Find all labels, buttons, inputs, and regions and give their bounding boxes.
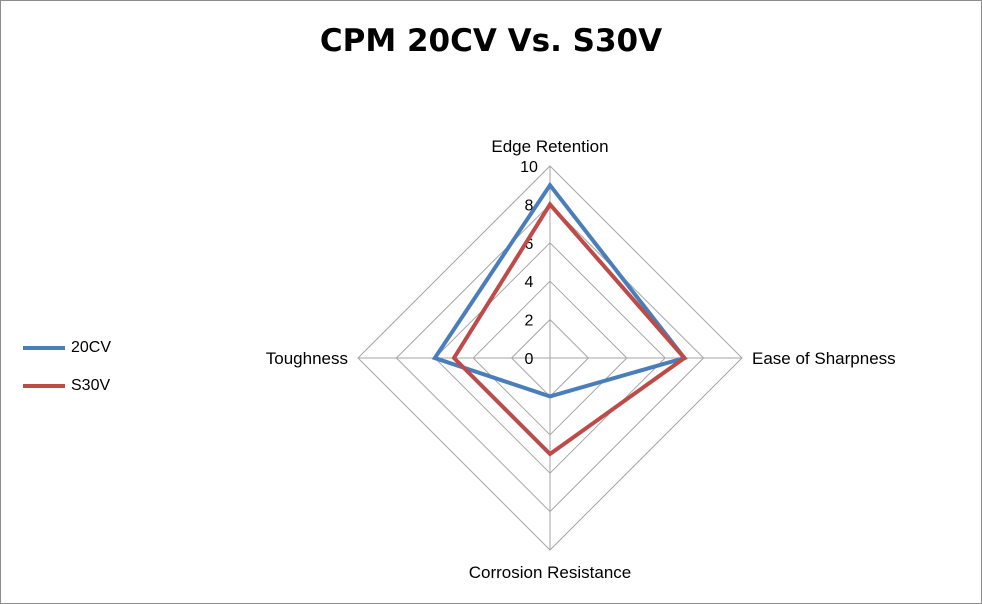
category-label-corrosion-resistance: Corrosion Resistance bbox=[469, 563, 632, 582]
tick-label-10: 10 bbox=[520, 159, 538, 176]
legend-item-s30v: S30V bbox=[23, 367, 111, 405]
tick-label-0: 0 bbox=[525, 351, 534, 368]
tick-label-2: 2 bbox=[525, 313, 534, 330]
legend-item-20cv: 20CV bbox=[23, 329, 111, 367]
tick-label-4: 4 bbox=[525, 274, 534, 291]
series-line-s30v bbox=[451, 201, 688, 457]
tick-label-8: 8 bbox=[525, 197, 534, 214]
category-label-edge-retention: Edge Retention bbox=[491, 137, 608, 156]
tick-label-6: 6 bbox=[525, 236, 534, 253]
legend-swatch-20cv bbox=[23, 346, 65, 350]
legend-label-s30v: S30V bbox=[71, 377, 111, 394]
legend-swatch-s30v bbox=[23, 384, 65, 388]
chart-title: CPM 20CV Vs. S30V bbox=[319, 23, 663, 59]
category-label-ease-of-sharpness: Ease of Sharpness bbox=[752, 349, 896, 368]
legend: 20CV S30V bbox=[23, 329, 111, 405]
category-label-toughness: Toughness bbox=[266, 349, 348, 368]
legend-label-20cv: 20CV bbox=[71, 339, 112, 356]
series-line-20cv bbox=[431, 181, 688, 399]
